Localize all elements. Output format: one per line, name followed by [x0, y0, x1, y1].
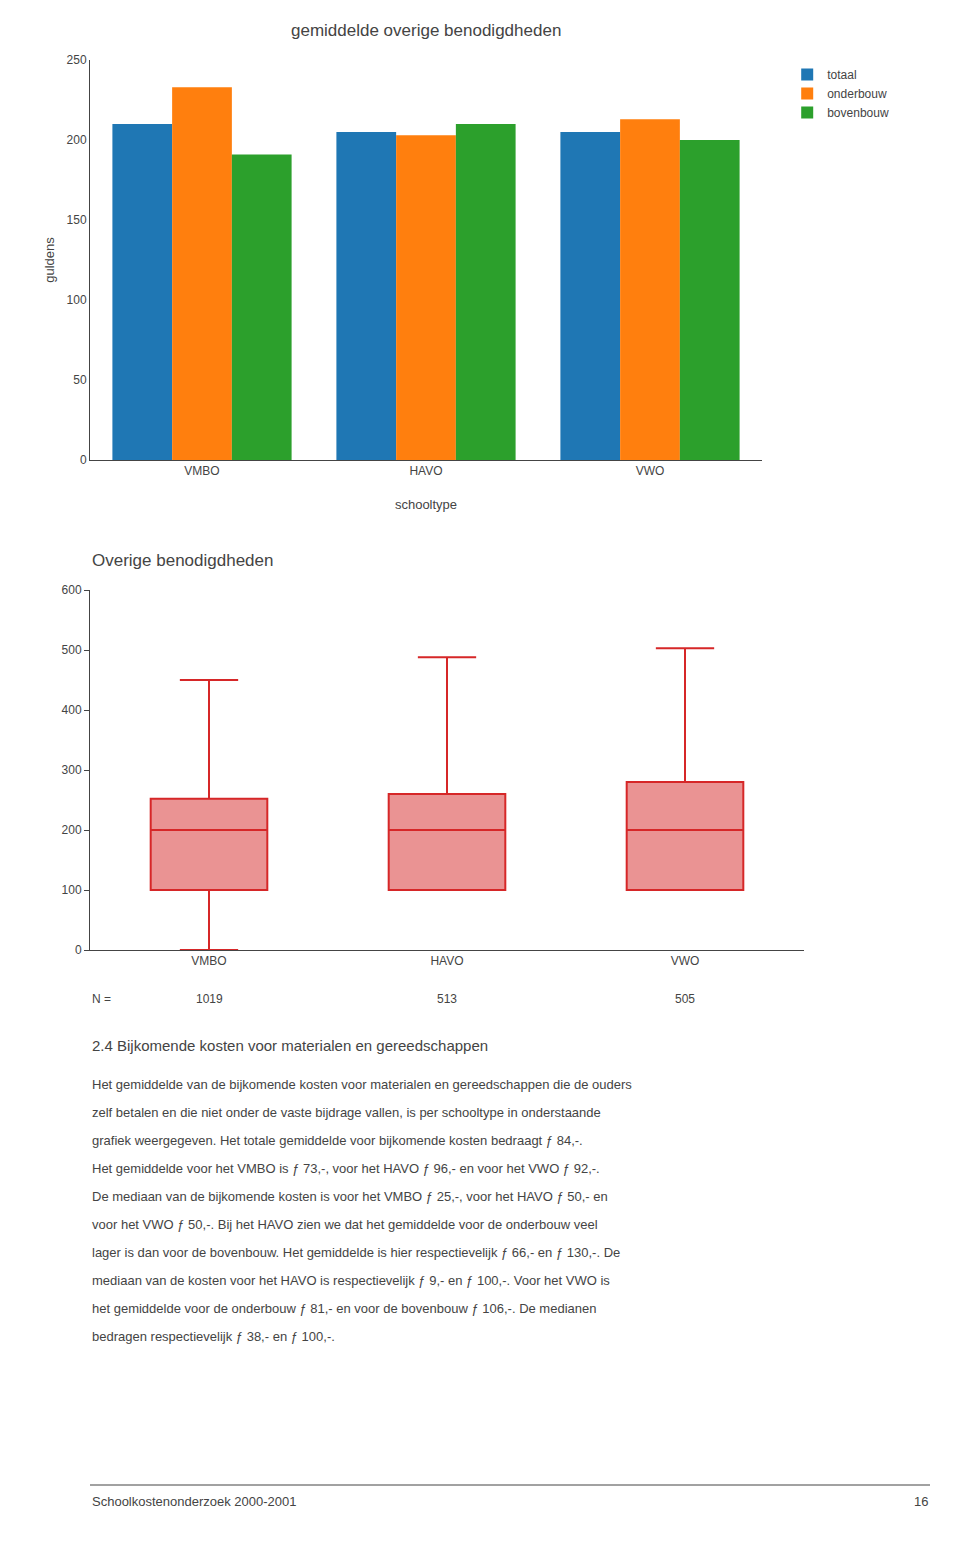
- svg-text:bovenbouw: bovenbouw: [827, 106, 889, 120]
- svg-text:schooltype: schooltype: [395, 497, 457, 512]
- svg-text:100: 100: [67, 293, 87, 307]
- svg-text:mediaan van de kosten voor het: mediaan van de kosten voor het HAVO is r…: [92, 1273, 610, 1288]
- svg-text:600: 600: [62, 583, 82, 597]
- svg-text:het gemiddelde voor de onderbo: het gemiddelde voor de onderbouw ƒ 81,- …: [92, 1301, 596, 1316]
- svg-text:2.4 Bijkomende kosten voor mat: 2.4 Bijkomende kosten voor materialen en…: [92, 1037, 488, 1054]
- svg-text:Het gemiddelde van de bijkomen: Het gemiddelde van de bijkomende kosten …: [92, 1077, 632, 1092]
- svg-text:0: 0: [75, 943, 82, 957]
- svg-text:50: 50: [73, 373, 87, 387]
- svg-text:N =: N =: [92, 992, 111, 1006]
- svg-text:150: 150: [67, 213, 87, 227]
- svg-text:VMBO: VMBO: [184, 464, 219, 478]
- svg-text:500: 500: [62, 643, 82, 657]
- svg-text:onderbouw: onderbouw: [827, 87, 887, 101]
- svg-text:505: 505: [675, 992, 695, 1006]
- svg-text:200: 200: [67, 133, 87, 147]
- svg-text:VWO: VWO: [671, 954, 700, 968]
- svg-text:16: 16: [914, 1494, 928, 1509]
- svg-text:totaal: totaal: [827, 68, 856, 82]
- svg-text:0: 0: [80, 453, 87, 467]
- svg-text:Overige benodigdheden: Overige benodigdheden: [92, 551, 273, 570]
- svg-text:VMBO: VMBO: [191, 954, 226, 968]
- svg-text:HAVO: HAVO: [409, 464, 442, 478]
- svg-text:513: 513: [437, 992, 457, 1006]
- svg-text:De mediaan van de bijkomende k: De mediaan van de bijkomende kosten is v…: [92, 1189, 608, 1204]
- svg-text:voor het VWO ƒ 50,-. Bij het H: voor het VWO ƒ 50,-. Bij het HAVO zien w…: [92, 1217, 598, 1232]
- svg-text:100: 100: [62, 883, 82, 897]
- svg-text:200: 200: [62, 823, 82, 837]
- svg-text:HAVO: HAVO: [430, 954, 463, 968]
- svg-text:grafiek weergegeven. Het total: grafiek weergegeven. Het totale gemiddel…: [92, 1133, 583, 1148]
- svg-text:guldens: guldens: [42, 237, 57, 283]
- svg-text:VWO: VWO: [636, 464, 665, 478]
- svg-text:400: 400: [62, 703, 82, 717]
- svg-text:Schoolkostenonderzoek 2000-200: Schoolkostenonderzoek 2000-2001: [92, 1494, 297, 1509]
- svg-text:Het gemiddelde voor het VMBO i: Het gemiddelde voor het VMBO is ƒ 73,-, …: [92, 1161, 600, 1176]
- svg-text:zelf betalen en die niet onder: zelf betalen en die niet onder de vaste …: [92, 1105, 601, 1120]
- svg-text:bedragen respectievelijk ƒ 38,: bedragen respectievelijk ƒ 38,- en ƒ 100…: [92, 1329, 335, 1344]
- svg-text:gemiddelde overige benodigdhed: gemiddelde overige benodigdheden: [291, 21, 561, 40]
- svg-text:lager is dan voor de bovenbouw: lager is dan voor de bovenbouw. Het gemi…: [92, 1245, 620, 1260]
- svg-text:300: 300: [62, 763, 82, 777]
- svg-text:250: 250: [67, 53, 87, 67]
- svg-text:1019: 1019: [196, 992, 223, 1006]
